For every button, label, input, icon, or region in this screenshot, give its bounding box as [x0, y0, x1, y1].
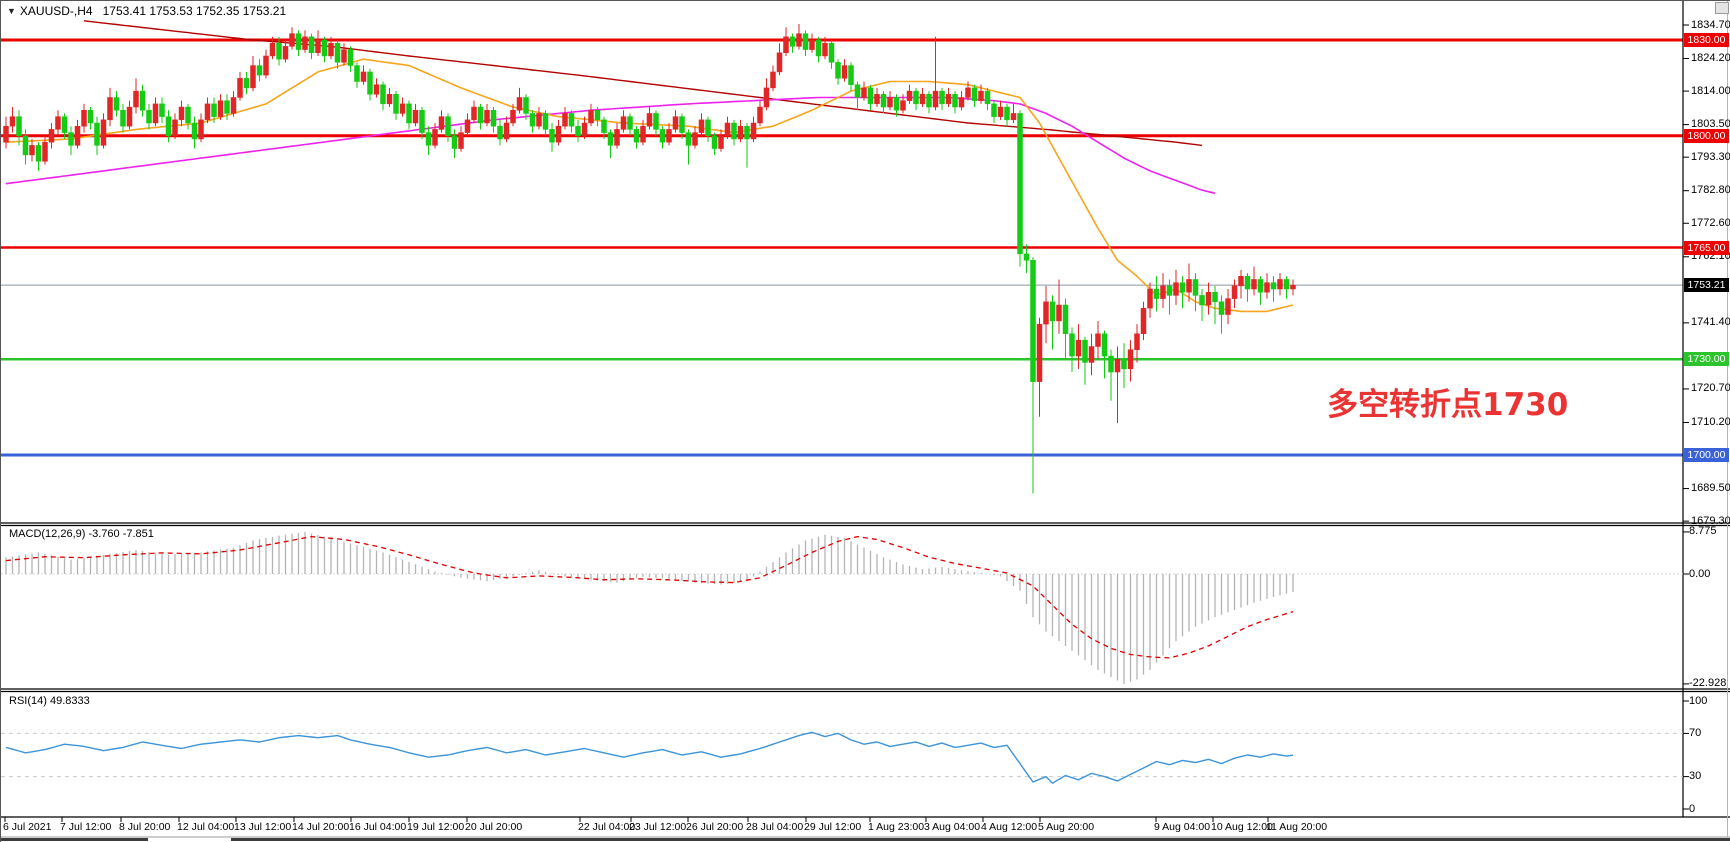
indicator-tick-label: 0: [1689, 802, 1696, 815]
time-tick-label: 1 Aug 23:00: [868, 821, 925, 833]
time-tick-label: 14 Jul 20:00: [292, 821, 350, 833]
time-tick-label: 5 Aug 20:00: [1038, 821, 1095, 833]
time-tick-label: 10 Aug 12:00: [1211, 821, 1273, 833]
level-price-badge: 1800.00: [1684, 128, 1729, 143]
price-tick-label: 1814.00: [1691, 84, 1730, 97]
time-tick-label: 9 Aug 04:00: [1154, 821, 1211, 833]
candlestick-series: [3, 24, 1296, 494]
indicator-tick-label: 0.00: [1689, 567, 1711, 580]
level-price-badge: 1700.00: [1684, 448, 1729, 463]
time-tick-label: 6 Jul 2021: [3, 821, 52, 833]
price-tick-label: 1679.30: [1691, 514, 1730, 527]
time-tick-label: 13 Jul 12:00: [234, 821, 292, 833]
level-price-badge: 1830.00: [1684, 33, 1729, 47]
bottom-window-edge-right: [231, 838, 1730, 841]
ohlc-quote-label: 1753.41 1753.53 1752.35 1753.21: [102, 4, 287, 18]
time-tick-label: 26 Jul 20:00: [686, 821, 744, 833]
level-price-badge: 1730.00: [1684, 352, 1729, 367]
price-tick-label: 1834.70: [1691, 18, 1730, 31]
time-tick-label: 7 Jul 12:00: [60, 821, 112, 833]
time-tick-label: 29 Jul 12:00: [804, 821, 862, 833]
macd-indicator-label: MACD(12,26,9) -3.760 -7.851: [9, 528, 154, 540]
collapse-triangle-icon[interactable]: ▼: [7, 6, 16, 16]
price-tick-label: 1782.80: [1691, 184, 1730, 197]
time-tick-label: 3 Aug 04:00: [924, 821, 981, 833]
time-tick-label: 20 Jul 20:00: [465, 821, 523, 833]
price-tick-label: 1720.70: [1691, 382, 1730, 395]
moving-averages: [5, 20, 1294, 313]
price-tick-label: 1793.30: [1691, 150, 1730, 163]
rsi-indicator-label: RSI(14) 49.8333: [9, 695, 90, 707]
pivot-annotation-text[interactable]: 多空转折点1730: [1327, 387, 1569, 423]
price-tick-label: 1772.60: [1691, 216, 1730, 229]
time-tick-label: 16 Jul 04:00: [349, 821, 407, 833]
current-price-badge: 1753.21: [1684, 278, 1729, 293]
level-price-badge: 1765.00: [1684, 240, 1729, 255]
price-tick-label: 1803.50: [1691, 118, 1730, 131]
right-edge-divider: [1727, 1, 1728, 837]
horizontal-level-lines[interactable]: [1, 38, 1683, 457]
indicator-tick-label: -22.928: [1689, 677, 1727, 690]
price-tick-label: 1741.40: [1691, 316, 1730, 329]
rsi-panel: [1, 731, 1683, 784]
indicator-tick-label: 70: [1689, 726, 1702, 739]
price-tick-label: 1710.20: [1691, 415, 1730, 428]
time-tick-label: 12 Jul 04:00: [177, 821, 235, 833]
price-tick-label: 1824.20: [1691, 52, 1730, 65]
scrollbar-corner: [1715, 2, 1729, 14]
indicator-tick-label: 100: [1689, 694, 1708, 707]
time-tick-label: 8 Jul 20:00: [119, 821, 171, 833]
indicator-tick-label: 30: [1689, 770, 1702, 783]
macd-panel: [1, 531, 1683, 684]
time-tick-label: 11 Aug 20:00: [1266, 821, 1328, 833]
time-tick-label: 28 Jul 04:00: [746, 821, 804, 833]
time-tick-label: 23 Jul 12:00: [629, 821, 687, 833]
time-tick-label: 22 Jul 04:00: [578, 821, 636, 833]
chart-title: ▼ XAUUSD-,H4 1753.41 1753.53 1752.35 1753.…: [7, 4, 286, 18]
price-tick-label: 1689.50: [1691, 482, 1730, 495]
axis-ticks: [4, 24, 1689, 822]
symbol-period-label: XAUUSD-,H4: [19, 4, 93, 18]
bottom-window-edge-left: [1, 838, 148, 841]
time-tick-label: 19 Jul 12:00: [407, 821, 465, 833]
indicator-tick-label: 8.775: [1689, 525, 1717, 538]
time-tick-label: 4 Aug 12:00: [981, 821, 1038, 833]
